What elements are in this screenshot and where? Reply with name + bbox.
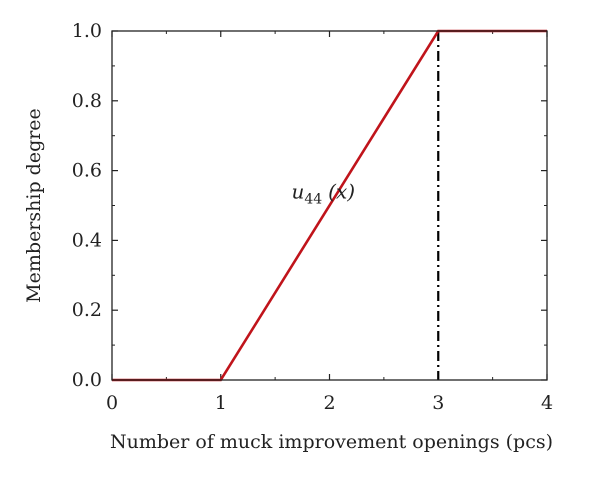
plot-area [112,29,547,382]
y-tick-label: 1.0 [72,20,102,42]
x-tick-label: 2 [323,392,335,414]
series-annotation: u44 (x) [291,180,355,208]
annotation-suffix: (x) [328,180,355,204]
x-tick-label: 4 [541,392,553,414]
annotation-main: u [291,180,304,204]
x-tick-label: 3 [432,392,444,414]
y-tick-label: 0.6 [72,160,102,182]
plot-frame [111,30,548,381]
x-tick-label: 1 [215,392,227,414]
y-tick-label: 0.8 [72,90,102,112]
x-axis-ticks: 0 1 2 3 4 [106,31,553,414]
annotation-subscript: 44 [304,192,322,208]
y-axis-title: Membership degree [23,108,45,303]
y-axis-ticks: 0.0 0.2 0.4 0.6 0.8 1.0 [72,20,547,391]
y-tick-label: 0.2 [72,299,102,321]
y-tick-label: 0.4 [72,229,102,251]
x-tick-label: 0 [106,392,118,414]
y-tick-label: 0.0 [72,369,102,391]
membership-series-line [112,29,547,382]
x-axis-title: Number of muck improvement openings (pcs… [110,431,553,453]
